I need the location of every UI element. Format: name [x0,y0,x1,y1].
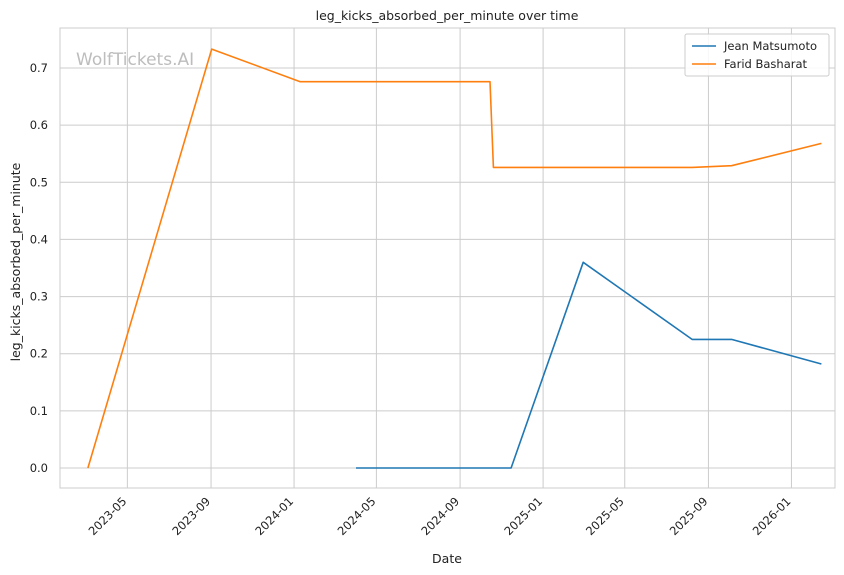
x-tick-label: 2025-09 [667,494,711,538]
x-tick-label: 2023-05 [86,494,130,538]
legend-label: Farid Basharat [724,57,808,71]
legend-box [684,33,830,77]
x-tick-label: 2025-01 [501,494,545,538]
series-line-0 [356,261,822,469]
y-tick-label: 0.5 [30,175,48,189]
y-tick-label: 0.2 [30,347,48,361]
x-tick-label: 2025-05 [583,494,627,538]
x-tick-label: 2023-09 [169,494,213,538]
y-axis-label: leg_kicks_absorbed_per_minute [8,162,23,361]
series-line-1 [87,48,822,469]
x-tick-labels: 2023-05 2023-09 2024-01 2024-05 2024-09 2025-… [86,494,794,538]
y-tick-label: 0.4 [30,232,48,246]
x-tick-label: 2024-01 [252,494,296,538]
y-tick-labels: 0.0 0.1 0.2 0.3 0.4 0.5 0.6 0.7 [30,61,48,475]
x-tick-label: 2026-01 [750,494,794,538]
x-tick-label: 2024-09 [418,494,462,538]
grid-lines [60,28,835,488]
x-axis-label: Date [432,551,462,566]
plot-area [59,27,836,489]
y-tick-label: 0.3 [30,290,48,304]
legend: Jean Matsumoto Farid Basharat [684,33,830,77]
x-tick-label: 2024-05 [335,494,379,538]
y-tick-label: 0.6 [30,118,48,132]
y-tick-label: 0.0 [30,461,48,475]
series-layer [87,48,822,469]
legend-label: Jean Matsumoto [723,39,817,53]
y-tick-label: 0.7 [30,61,48,75]
chart-title: leg_kicks_absorbed_per_minute over time [316,8,579,23]
y-tick-label: 0.1 [30,404,48,418]
watermark: WolfTickets.AI [76,50,194,70]
